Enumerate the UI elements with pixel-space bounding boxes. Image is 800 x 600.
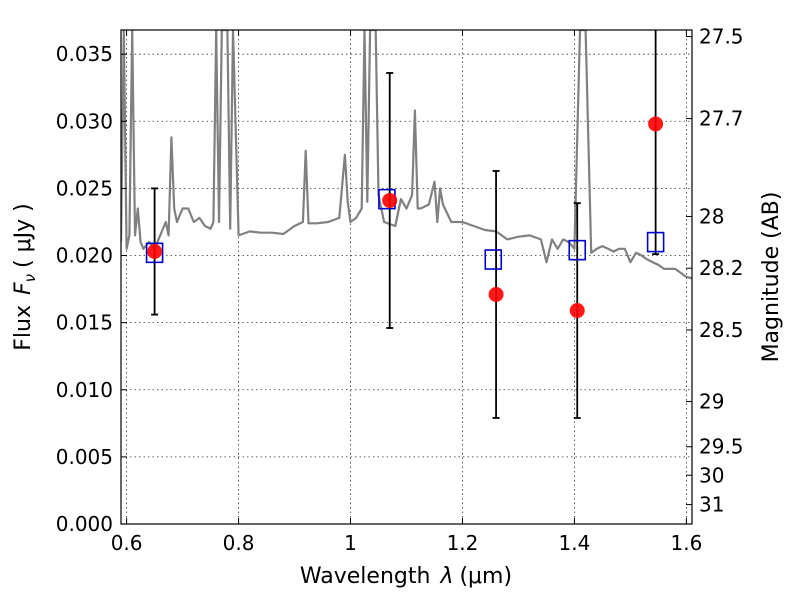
y2-tick-label: 27.7 [699, 107, 744, 131]
observed-point [648, 116, 664, 132]
x-tick-label: 1 [344, 531, 357, 555]
axis-ticks: 0.6 0.8 1 1.2 1.4 1.6 0.000 0.005 0.010 0.015 0.02… [56, 25, 744, 555]
observed-point [569, 303, 585, 319]
y-tick-label: 0.015 [56, 311, 113, 335]
y-tick-label: 0.000 [56, 512, 113, 536]
x-tick-label: 0.8 [223, 531, 255, 555]
plot-frame [120, 29, 693, 525]
y2-tick-label: 28.5 [699, 318, 744, 342]
x-tick-label: 1.4 [559, 531, 591, 555]
observed-point [147, 243, 163, 259]
y2-tick-label: 31 [699, 493, 724, 517]
y2-tick-label: 28.2 [699, 256, 744, 280]
grid-lines [121, 30, 692, 525]
model-spectrum-layer [121, 30, 692, 280]
observed-point [488, 286, 504, 302]
x-tick-label: 1.6 [670, 531, 702, 555]
y-tick-label: 0.020 [56, 244, 113, 268]
y2-tick-label: 28 [699, 204, 724, 228]
y-tick-label: 0.005 [56, 445, 113, 469]
observed-point [382, 192, 398, 208]
y-tick-label: 0.010 [56, 378, 113, 402]
y2-tick-label: 30 [699, 463, 724, 487]
y2-tick-label: 29 [699, 390, 724, 414]
model-photometry-point [484, 249, 503, 270]
model-spectrum-line [121, 30, 692, 280]
y2-tick-label: 27.5 [699, 25, 744, 49]
y2-axis-title: Magnitude (AB) [759, 192, 784, 363]
y2-tick-label: 29.5 [699, 435, 744, 459]
observed-photometry-layer [147, 116, 664, 319]
model-photometry-point [568, 239, 587, 261]
x-tick-label: 1.2 [447, 531, 479, 555]
x-axis-title: Wavelength λ (μm) [300, 564, 512, 589]
model-photometry-point [145, 242, 164, 264]
y-tick-label: 0.025 [56, 176, 113, 200]
y-axis-title: FluxFν( μJy ) [11, 203, 39, 350]
y-tick-label: 0.035 [56, 42, 113, 66]
y-tick-label: 0.030 [56, 109, 113, 133]
x-tick-label: 0.6 [111, 531, 143, 555]
model-photometry-point [646, 231, 665, 253]
model-photometry-layer [145, 188, 665, 270]
